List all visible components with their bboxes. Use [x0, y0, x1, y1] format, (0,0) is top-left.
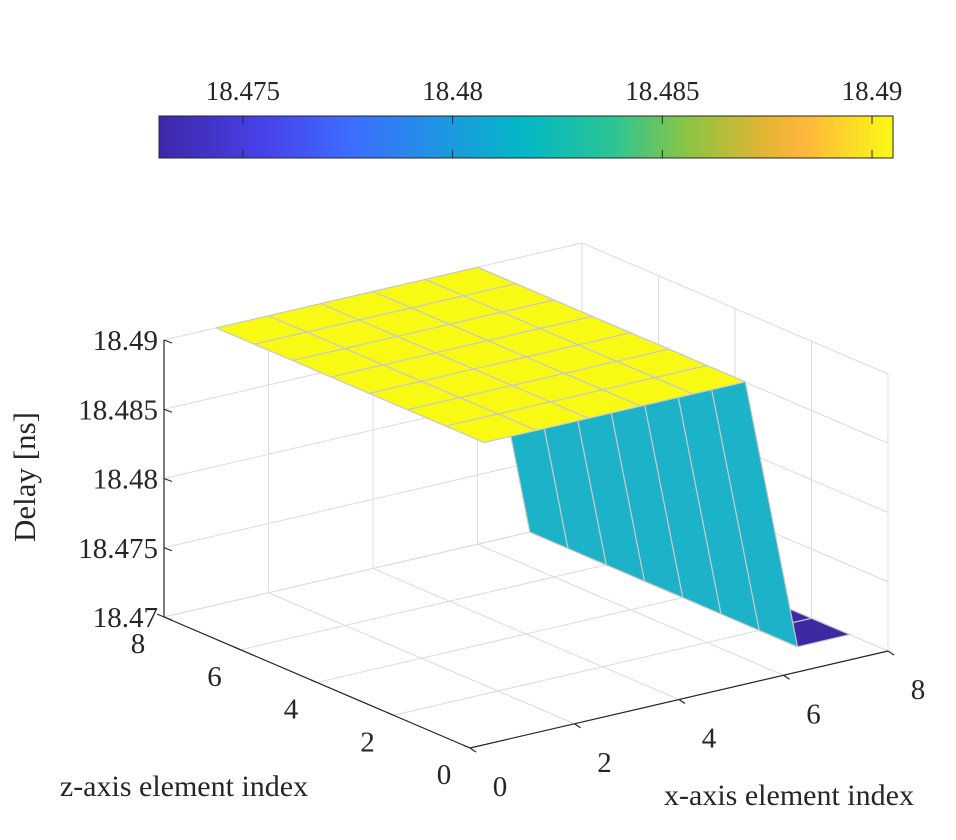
y-tick-label: 8: [131, 628, 146, 660]
axis-line: [163, 477, 173, 483]
axis-line: [783, 674, 790, 680]
axis-line: [156, 613, 165, 618]
colorbar: 18.475 18.48 18.485 18.49: [158, 76, 903, 159]
z-tick-label: 18.49: [93, 325, 158, 357]
grid-line: [581, 242, 889, 375]
axis-line: [163, 408, 173, 413]
axis-line: [163, 339, 173, 344]
x-tick-label: 8: [911, 674, 926, 706]
x-tick-label: 0: [493, 771, 508, 803]
z-axis-label: Delay [ns]: [7, 412, 42, 542]
grid-line: [393, 617, 812, 716]
axis-line: [574, 723, 581, 729]
axis-line: [163, 616, 173, 621]
x-tick-label: 4: [702, 723, 717, 755]
x-tick-label: 2: [597, 747, 612, 779]
z-tick-label: 18.475: [78, 533, 158, 565]
axis-line: [462, 744, 471, 749]
z-tick-label: 18.47: [93, 602, 158, 634]
axis-line: [678, 699, 686, 704]
y-tick-label: 4: [284, 694, 299, 726]
y-tick-label: 2: [360, 726, 375, 758]
axis-line: [163, 547, 173, 552]
axes-lines: [156, 339, 895, 753]
delay-surface: [215, 266, 851, 648]
colorbar-tick-label: 18.48: [422, 76, 483, 106]
x-tick-label: 6: [806, 698, 821, 730]
axis-line: [469, 747, 477, 753]
surface-patch: [445, 413, 537, 444]
y-axis-label: z-axis element index: [60, 770, 308, 803]
colorbar-tick-label: 18.475: [206, 76, 280, 106]
y-tick-label: 0: [437, 759, 452, 791]
axis-line: [887, 650, 895, 656]
axis-line: [233, 646, 241, 651]
grid-line: [240, 552, 659, 651]
colorbar-tick-label: 18.485: [625, 76, 699, 106]
grid-line: [163, 519, 583, 618]
axis-line: [386, 711, 394, 716]
z-tick-label: 18.485: [78, 394, 158, 426]
colorbar-scale: [158, 115, 894, 159]
grid-line: [163, 450, 583, 549]
z-tick-label: 18.48: [93, 464, 158, 496]
colorbar-tick-label: 18.49: [842, 76, 903, 106]
axis-line: [309, 678, 318, 684]
grid-line: [316, 585, 736, 683]
y-tick-label: 6: [207, 661, 222, 693]
x-axis-label: x-axis element index: [664, 779, 914, 812]
